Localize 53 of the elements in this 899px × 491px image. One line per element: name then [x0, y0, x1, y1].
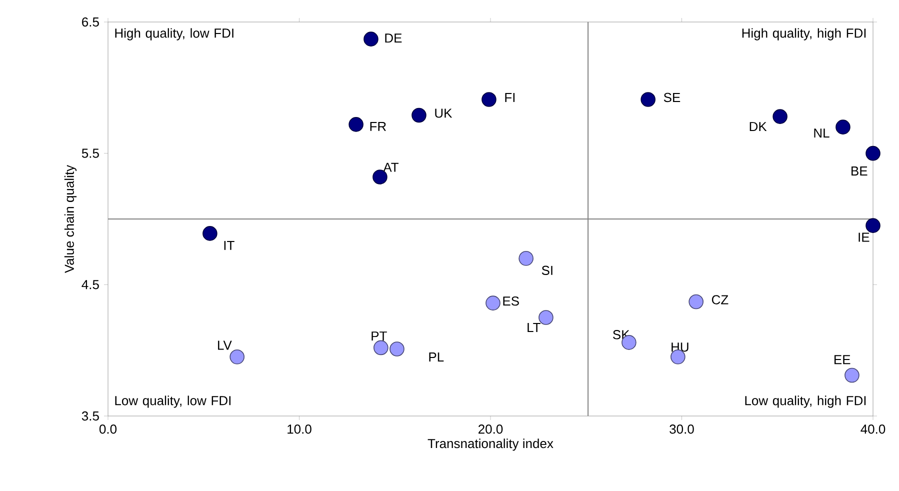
- annotation: IT: [224, 240, 234, 250]
- annotation: IE: [858, 232, 870, 242]
- point: [348, 117, 364, 132]
- point: [844, 368, 860, 383]
- point: [364, 32, 378, 46]
- annotation: BE: [852, 166, 868, 176]
- annotation: FR: [370, 122, 386, 131]
- annotation: ES: [503, 296, 519, 306]
- annotation: Low quality, high FDI: [745, 396, 866, 408]
- annotation: High quality, low FDI: [115, 28, 234, 40]
- point: [390, 342, 404, 356]
- annotation: LV: [218, 340, 232, 350]
- annotation: DE: [385, 34, 402, 43]
- y-tick-label: 5.5: [82, 148, 99, 158]
- point: [688, 294, 704, 310]
- annotation: CZ: [712, 295, 728, 304]
- point: [866, 146, 880, 161]
- annotation: UK: [435, 108, 452, 118]
- x-tick-label: 40.0: [860, 424, 886, 434]
- point: [486, 296, 500, 310]
- x-tick-label: 20.0: [478, 424, 503, 434]
- point: [230, 350, 244, 364]
- x-tick-label: 10.0: [288, 424, 312, 434]
- annotation: EE: [834, 355, 850, 364]
- annotation: PL: [429, 352, 444, 362]
- point: [538, 310, 554, 325]
- annotation: SI: [542, 266, 552, 275]
- annotation: DK: [750, 122, 767, 132]
- annotation: PT: [372, 332, 387, 341]
- y-axis-title: Value chain quality: [64, 164, 77, 274]
- x-axis-title: Transnationality index: [428, 438, 554, 451]
- x-tick-label: 0.0: [99, 424, 117, 434]
- annotation: HU: [672, 342, 688, 352]
- point: [772, 109, 788, 124]
- point: [640, 92, 656, 107]
- annotation: LT: [528, 323, 540, 332]
- x-tick-label: 30.0: [670, 424, 694, 434]
- annotation: High quality, high FDI: [742, 28, 866, 40]
- point: [412, 108, 426, 123]
- annotation: Low quality, low FDI: [115, 396, 230, 408]
- point: [866, 218, 880, 233]
- annotation: AT: [383, 162, 399, 172]
- annotation: FI: [505, 93, 515, 102]
- point: [202, 226, 218, 241]
- point: [836, 120, 850, 134]
- y-tick-label: 3.5: [82, 411, 99, 421]
- annotation: NL: [814, 128, 830, 138]
- y-tick-label: 4.5: [82, 280, 99, 290]
- point: [482, 92, 496, 107]
- annotation: SE: [664, 92, 680, 102]
- point: [374, 340, 388, 356]
- y-tick-label: 6.5: [82, 17, 99, 27]
- point: [518, 251, 534, 266]
